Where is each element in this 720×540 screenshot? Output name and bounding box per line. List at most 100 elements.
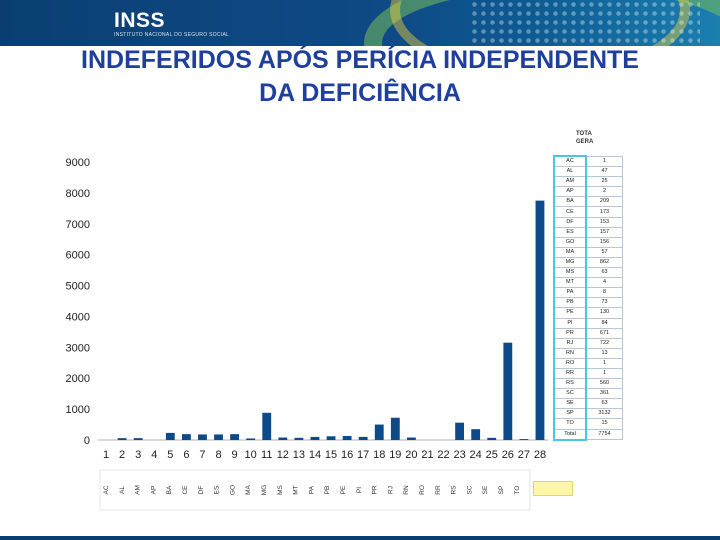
state-label: RJ: [387, 486, 394, 494]
y-tick-label: 9000: [66, 157, 90, 169]
bar: [214, 434, 223, 440]
table-row: TO 15: [553, 418, 623, 430]
state-cell: SC: [553, 388, 587, 400]
bar: [471, 429, 481, 440]
value-cell: 173: [585, 206, 623, 218]
state-cell: SE: [553, 398, 587, 410]
state-label: PR: [372, 485, 379, 494]
y-tick-label: 8000: [66, 188, 90, 200]
state-cell: AL: [553, 166, 587, 178]
bar: [117, 438, 127, 440]
state-cell: RS: [553, 378, 587, 390]
table-row: Total 7754: [553, 428, 623, 441]
inss-subtitle: INSTITUTO NACIONAL DO SEGURO SOCIAL: [114, 32, 230, 38]
x-tick-label: 8: [215, 449, 221, 461]
state-label: SP: [498, 486, 505, 495]
state-cell: PE: [553, 307, 587, 319]
value-cell: 13: [585, 347, 623, 359]
value-cell: 560: [585, 378, 623, 390]
x-tick-label: 11: [261, 449, 272, 461]
table-row: DF 153: [553, 216, 623, 228]
state-cell: MG: [553, 256, 587, 269]
state-label: RR: [435, 485, 442, 495]
state-label: AL: [119, 486, 126, 494]
banner-dots-decoration: [470, 0, 700, 46]
bar: [487, 437, 497, 440]
state-cell: RJ: [553, 337, 587, 349]
x-tick-label: 13: [293, 449, 305, 461]
state-label: CE: [182, 485, 189, 495]
table-row: RR 1: [553, 367, 623, 380]
header-banner: INSS INSTITUTO NACIONAL DO SEGURO SOCIAL: [0, 0, 720, 46]
value-cell: 84: [585, 317, 623, 329]
x-tick-label: 3: [135, 449, 141, 461]
value-cell: 47: [585, 166, 623, 178]
x-axis-ticks: 1 2 3 4 5 6 7 8 9 10 11 12 13 14 15 16 17 18 19 20 21 22 23 24 2…: [103, 449, 546, 461]
highlighted-cell: [533, 481, 573, 496]
bar: [390, 417, 400, 440]
state-label: MS: [277, 484, 284, 494]
value-cell: 3132: [585, 408, 623, 420]
bar: [278, 437, 288, 440]
value-cell: 1: [585, 155, 623, 168]
y-tick-label: 1000: [66, 404, 90, 416]
state-label: GO: [229, 485, 236, 495]
table-row: PA 8: [553, 287, 623, 299]
value-cell: 2: [585, 186, 623, 198]
value-cell: 25: [585, 176, 623, 188]
x-tick-label: 4: [151, 449, 157, 461]
table-row: AL 47: [553, 166, 623, 178]
state-label: PE: [340, 485, 347, 494]
bar: [503, 342, 513, 440]
value-cell: 862: [585, 256, 623, 269]
state-cell: CE: [553, 206, 587, 218]
x-tick-label: 15: [325, 449, 337, 461]
y-tick-label: 6000: [66, 250, 90, 262]
bar: [374, 424, 384, 440]
table-row: MS 63: [553, 267, 623, 279]
x-tick-label: 5: [167, 449, 173, 461]
bar: [230, 434, 240, 440]
table-header: TOTA GERA: [576, 130, 593, 146]
state-label: AP: [150, 486, 157, 495]
x-tick-label: 22: [437, 449, 449, 461]
x-tick-label: 27: [518, 449, 530, 461]
x-tick-label: 20: [405, 449, 417, 461]
state-label: AC: [103, 485, 110, 494]
table-row: RS 560: [553, 378, 623, 390]
bar: [181, 434, 191, 440]
state-cell: MT: [553, 277, 587, 289]
state-cell: AC: [553, 155, 587, 168]
state-label: SE: [482, 485, 489, 494]
table-row: AM 25: [553, 176, 623, 188]
table-row: PI 84: [553, 317, 623, 329]
table-row: SC 361: [553, 388, 623, 400]
state-cell: PR: [553, 327, 587, 339]
value-cell: 63: [585, 267, 623, 279]
x-tick-label: 25: [486, 449, 498, 461]
state-label: RS: [451, 485, 458, 495]
value-cell: 156: [585, 236, 623, 248]
table-row: MG 862: [553, 256, 623, 269]
state-label-row: AC AL AM AP BA CE DF ES GO MA MG MS MT PA PB PE PI PR RJ RN…: [99, 469, 531, 511]
value-cell: 361: [585, 388, 623, 400]
state-cell: RR: [553, 367, 587, 380]
x-tick-label: 1: [103, 449, 109, 461]
x-tick-label: 21: [421, 449, 433, 461]
y-tick-label: 0: [84, 435, 90, 447]
x-tick-label: 23: [453, 449, 465, 461]
state-label: PA: [308, 485, 315, 494]
bar: [310, 436, 320, 440]
state-label: RO: [419, 485, 426, 495]
slide-title-line-1: INDEFERIDOS APÓS PERÍCIA INDEPENDENTE: [81, 46, 639, 74]
y-tick-label: 7000: [66, 219, 90, 231]
value-cell: 63: [585, 398, 623, 410]
state-label: MA: [245, 484, 252, 494]
table-row: ES 157: [553, 226, 623, 238]
state-cell: TO: [553, 418, 587, 430]
y-tick-label: 5000: [66, 281, 90, 293]
value-cell: 1: [585, 367, 623, 380]
x-tick-label: 28: [534, 449, 546, 461]
state-cell: PB: [553, 297, 587, 309]
value-cell: 4: [585, 277, 623, 289]
